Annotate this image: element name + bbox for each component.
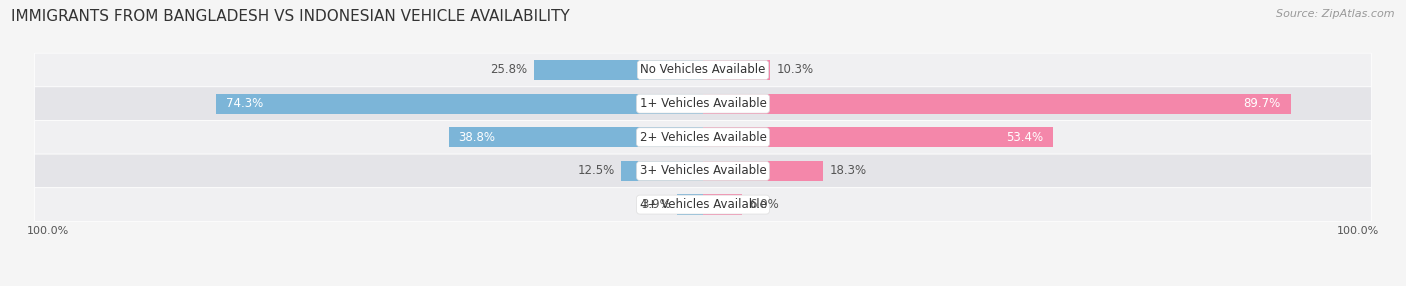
Text: 10.3%: 10.3% (778, 63, 814, 76)
Bar (703, 60, 770, 80)
Text: 74.3%: 74.3% (226, 97, 263, 110)
Bar (678, 194, 703, 215)
Text: 12.5%: 12.5% (578, 164, 614, 177)
Text: 1+ Vehicles Available: 1+ Vehicles Available (640, 97, 766, 110)
Text: 4+ Vehicles Available: 4+ Vehicles Available (640, 198, 766, 211)
Text: No Vehicles Available: No Vehicles Available (640, 63, 766, 76)
FancyBboxPatch shape (35, 188, 1371, 221)
Bar (703, 94, 1291, 114)
Bar (534, 60, 703, 80)
Text: 53.4%: 53.4% (1005, 131, 1043, 144)
FancyBboxPatch shape (35, 154, 1371, 188)
Text: 3.9%: 3.9% (641, 198, 671, 211)
Bar (217, 94, 703, 114)
Bar (621, 161, 703, 181)
Text: Source: ZipAtlas.com: Source: ZipAtlas.com (1277, 9, 1395, 19)
Text: 18.3%: 18.3% (830, 164, 866, 177)
Text: 3+ Vehicles Available: 3+ Vehicles Available (640, 164, 766, 177)
Bar (703, 194, 742, 215)
Text: 25.8%: 25.8% (491, 63, 527, 76)
Bar (703, 161, 823, 181)
Bar (449, 127, 703, 147)
Text: 38.8%: 38.8% (458, 131, 495, 144)
FancyBboxPatch shape (35, 53, 1371, 87)
Text: IMMIGRANTS FROM BANGLADESH VS INDONESIAN VEHICLE AVAILABILITY: IMMIGRANTS FROM BANGLADESH VS INDONESIAN… (11, 9, 569, 23)
Text: 6.0%: 6.0% (749, 198, 779, 211)
Text: 89.7%: 89.7% (1244, 97, 1281, 110)
FancyBboxPatch shape (35, 87, 1371, 120)
FancyBboxPatch shape (35, 120, 1371, 154)
Text: 2+ Vehicles Available: 2+ Vehicles Available (640, 131, 766, 144)
Bar (703, 127, 1053, 147)
